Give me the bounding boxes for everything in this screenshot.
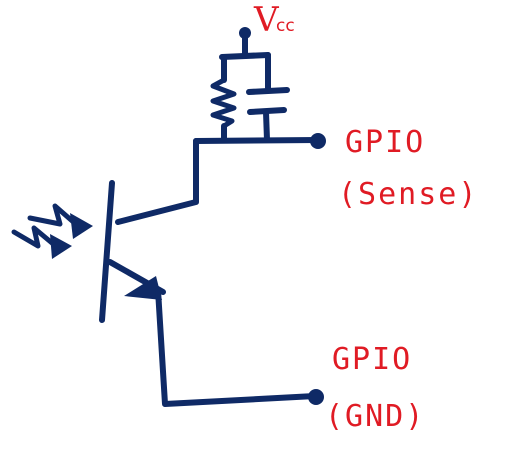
gpio-gnd-sublabel: (GND) [325,399,426,434]
vcc-subscript: cc [276,16,295,36]
gpio-sense-sublabel: (Sense) [338,177,479,212]
light-arrow-lower [11,225,61,251]
light-arrow-lower-head [50,234,72,259]
capacitor-plate-top [246,87,290,95]
sense-bus [193,137,321,144]
gpio-sense-label: GPIO [345,125,426,160]
gpio-sense-terminal [310,133,326,149]
gnd-wire [155,287,318,407]
light-arrow-upper-head [70,213,93,239]
transistor-base-bar [99,180,115,323]
rc-top-bus [219,52,271,60]
vcc-label: V [254,0,279,40]
capacitor-lead-bottom [263,109,270,143]
gpio-gnd-terminal [308,389,324,405]
light-arrow-upper [27,203,81,229]
resistor [210,77,237,129]
emitter-arrow [124,276,162,300]
collector-wire [115,138,199,225]
gpio-gnd-label: GPIO [332,342,413,377]
